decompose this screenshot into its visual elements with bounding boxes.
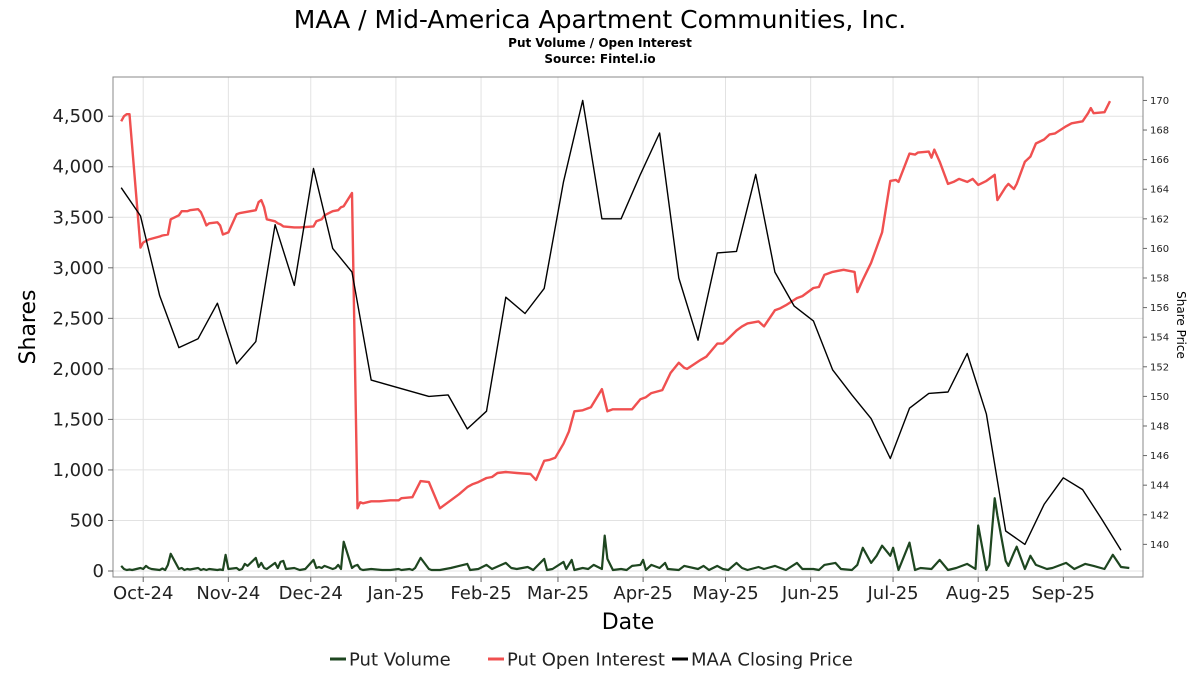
y-tick-label: 0 (93, 561, 104, 582)
chart-subtitle: Put Volume / Open Interest (508, 36, 692, 50)
y2-tick-label: 144 (1150, 481, 1169, 492)
x-tick-label: Oct-24 (113, 583, 174, 604)
y-tick-label: 1,000 (52, 460, 104, 481)
series-group (120, 99, 1130, 572)
x-tick-label: Jul-25 (866, 583, 918, 604)
x-tick-label: Jan-25 (366, 583, 424, 604)
y-tick-label: 1,500 (52, 409, 104, 430)
y2-tick-label: 140 (1150, 540, 1169, 551)
y2-axis-label: Share Price (1174, 291, 1188, 359)
y2-tick-label: 164 (1150, 185, 1169, 196)
put-open-interest-line (120, 100, 1112, 510)
gridlines (113, 77, 1143, 577)
y-tick-label: 3,000 (52, 258, 104, 279)
put-volume-line (120, 497, 1130, 572)
legend-label-put-open-interest: Put Open Interest (507, 650, 665, 671)
chart-title: MAA / Mid-America Apartment Communities,… (294, 5, 906, 34)
y2-tick-label: 162 (1150, 214, 1169, 225)
y2-tick-label: 150 (1150, 392, 1169, 403)
y2-tick-label: 166 (1150, 155, 1169, 166)
y2-tick-label: 152 (1150, 362, 1169, 373)
legend-label-put-volume: Put Volume (349, 650, 451, 671)
y2-axis-ticks: 140 142 144 146 148 150 152 154 156 158 160 162 164 1… (1143, 96, 1169, 551)
x-axis-ticks: Oct-24 Nov-24 Dec-24 Jan-25 Feb-25 Mar-25 Apr-… (113, 577, 1095, 604)
y2-tick-label: 156 (1150, 303, 1169, 314)
x-axis-label: Date (602, 610, 655, 635)
x-tick-label: Feb-25 (450, 583, 511, 604)
legend: Put Volume Put Open Interest MAA Closing P… (330, 650, 853, 671)
maa-closing-price-line (120, 99, 1122, 551)
x-tick-label: Dec-24 (279, 583, 343, 604)
y2-tick-label: 158 (1150, 274, 1169, 285)
y-tick-label: 3,500 (52, 207, 104, 228)
y2-tick-label: 146 (1150, 451, 1169, 462)
y2-tick-label: 168 (1150, 126, 1169, 137)
chart-source: Source: Fintel.io (544, 52, 655, 66)
y2-tick-label: 142 (1150, 510, 1169, 521)
x-tick-label: Jun-25 (781, 583, 840, 604)
y-axis-ticks: 0 500 1,000 1,500 2,000 2,500 3,000 3,500 4,000 4… (52, 106, 113, 582)
y-tick-label: 4,000 (52, 157, 104, 178)
x-tick-label: Nov-24 (196, 583, 260, 604)
x-tick-label: Apr-25 (613, 583, 672, 604)
plot-frame (112, 76, 1144, 578)
y-tick-label: 4,500 (52, 106, 104, 127)
y2-tick-label: 154 (1150, 333, 1169, 344)
y-tick-label: 2,000 (52, 359, 104, 380)
x-tick-label: Mar-25 (527, 583, 589, 604)
y-tick-label: 2,500 (52, 308, 104, 329)
x-tick-label: Aug-25 (946, 583, 1011, 604)
legend-label-maa-closing-price: MAA Closing Price (691, 650, 853, 671)
y2-tick-label: 170 (1150, 96, 1169, 107)
x-tick-label: Sep-25 (1032, 583, 1095, 604)
y2-tick-label: 160 (1150, 244, 1169, 255)
y2-tick-label: 148 (1150, 421, 1169, 432)
x-tick-label: May-25 (692, 583, 758, 604)
y-axis-label: Shares (16, 290, 41, 365)
y-tick-label: 500 (70, 510, 104, 531)
